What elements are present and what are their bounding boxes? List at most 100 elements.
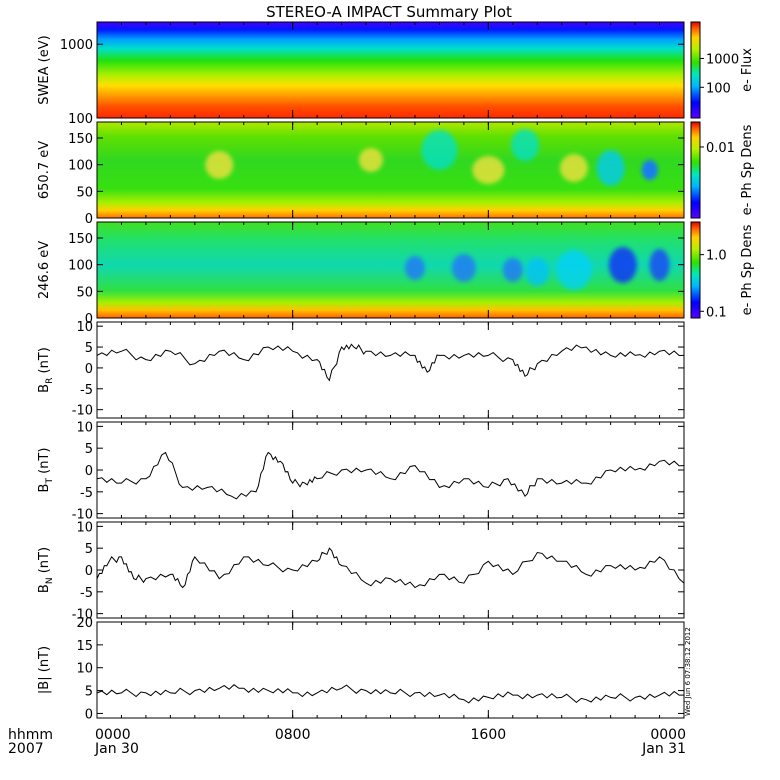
colorbar-strip	[690, 221, 701, 319]
y-tick-label: -5	[80, 586, 93, 601]
panel-7: 20 15 10 5 0 |B| (nT)	[37, 616, 685, 722]
y-tick-label: 150	[68, 132, 93, 147]
y-ticks: 10 5 0 -5 -10	[72, 420, 684, 523]
x-tick-label: 0000	[95, 727, 131, 743]
heatmap-feature	[472, 156, 505, 184]
y-tick-label: 10	[76, 420, 93, 435]
colorbar-tick-label: 100	[706, 81, 731, 96]
y-ticks: 1000 100	[60, 38, 684, 127]
heatmap-fill	[97, 122, 684, 218]
colorbar-strip	[690, 21, 701, 119]
y-tick-label: 1000	[60, 38, 93, 53]
y-ticks: 10 5 0 -5 -10	[72, 520, 684, 623]
x-date-label: Jan 30	[94, 741, 139, 757]
heatmap-fill	[97, 222, 684, 318]
y-tick-label: -5	[80, 486, 93, 501]
y-tick-label: -10	[72, 508, 93, 523]
y-tick-label: 50	[76, 285, 93, 300]
panel-frame	[96, 621, 685, 719]
y-ticks: 10 5 0 -5 -10	[72, 320, 684, 419]
heatmap-feature	[525, 258, 550, 286]
y-tick-label: 10	[76, 320, 93, 335]
timestamp: Wed Jun 6 07:38:12 2012	[684, 627, 692, 716]
heatmap-feature	[502, 258, 523, 282]
y-tick-label: 0	[85, 212, 93, 227]
panel-3: 1.0 0.1 e- Ph Sp Dens 150 100 50 0 246.6 eV	[37, 221, 755, 327]
x-label-time: hhmm	[8, 727, 53, 743]
y-tick-label: -10	[72, 608, 93, 623]
heatmap-feature	[555, 250, 592, 290]
heatmap-features	[205, 129, 658, 186]
series-line	[96, 343, 685, 382]
heatmap-feature	[596, 150, 625, 186]
y-axis-label: SWEA (eV)	[37, 35, 52, 104]
heatmap-feature	[205, 151, 234, 179]
heatmap-feature	[421, 130, 458, 170]
heatmap-feature	[358, 148, 383, 172]
y-tick-label: 10	[76, 662, 93, 677]
y-tick-label: 10	[76, 520, 93, 535]
y-axis-label: BT (nT)	[37, 448, 55, 493]
colorbar-tick-label: 1.0	[706, 249, 727, 264]
colorbar-label: e- Ph Sp Dens	[740, 224, 755, 315]
y-tick-label: 0	[85, 362, 93, 377]
colorbar-3: 1.0 0.1 e- Ph Sp Dens	[690, 221, 755, 320]
y-tick-label: 5	[85, 542, 93, 557]
y-axis-label: 246.6 eV	[37, 241, 52, 299]
colorbar-label: e- Flux	[740, 48, 755, 92]
y-axis-label: BN (nT)	[37, 547, 55, 593]
x-tick-label: 0000	[650, 727, 686, 743]
colorbar-tick-label: 1000	[706, 52, 739, 67]
x-label-year: 2007	[8, 741, 44, 757]
panel-4: 10 5 0 -5 -10 BR (nT)	[37, 320, 685, 419]
heatmap-feature	[451, 254, 476, 282]
y-tick-label: 100	[68, 159, 93, 174]
y-tick-label: 150	[68, 232, 93, 247]
panel-2: 0.01 e- Ph Sp Dens 150 100 50 0 650.7 eV	[37, 121, 755, 227]
panel-frame	[96, 421, 685, 519]
heatmap-feature	[641, 160, 658, 180]
heatmap-features	[404, 247, 670, 290]
colorbar-2: 0.01 e- Ph Sp Dens	[690, 121, 755, 219]
y-tick-label: 15	[76, 639, 93, 654]
y-ticks: 150 100 50 0	[68, 132, 684, 227]
y-axis-label: 650.7 eV	[37, 141, 52, 199]
y-tick-label: 0	[85, 464, 93, 479]
y-tick-label: 20	[76, 616, 93, 631]
series-line	[96, 684, 684, 704]
heatmap-fill	[97, 22, 684, 118]
panel-6: 10 5 0 -5 -10 BN (nT)	[37, 520, 685, 623]
y-tick-label: 0	[85, 707, 93, 722]
x-tick-label: 1600	[471, 727, 507, 743]
y-tick-label: -5	[80, 383, 93, 398]
heatmap-feature	[511, 129, 540, 161]
y-axis-label: BR (nT)	[37, 347, 55, 393]
y-tick-label: 5	[85, 341, 93, 356]
y-tick-label: 5	[85, 685, 93, 700]
heatmap-feature	[649, 249, 670, 281]
y-tick-label: 0	[85, 312, 93, 327]
y-ticks: 150 100 50 0	[68, 232, 684, 327]
y-tick-label: 5	[85, 442, 93, 457]
y-tick-label: -10	[72, 404, 93, 419]
x-date-label: Jan 31	[641, 741, 686, 757]
colorbar-tick-label: 0.01	[706, 141, 735, 156]
series-line	[96, 451, 685, 500]
colorbar-1: 1000 100 e- Flux	[690, 21, 755, 119]
y-ticks: 20 15 10 5 0	[76, 616, 684, 722]
panel-frame	[96, 321, 685, 419]
heatmap-feature	[404, 256, 425, 280]
y-tick-label: 0	[85, 564, 93, 579]
colorbar-label: e- Ph Sp Dens	[740, 124, 755, 215]
y-tick-label: 100	[68, 112, 93, 127]
y-tick-label: 50	[76, 185, 93, 200]
panel-5: 10 5 0 -5 -10 BT (nT)	[37, 420, 685, 523]
y-tick-label: 100	[68, 259, 93, 274]
heatmap-feature	[608, 247, 637, 283]
y-axis-label: |B| (nT)	[37, 646, 52, 694]
colorbar-tick-label: 0.1	[706, 305, 727, 320]
